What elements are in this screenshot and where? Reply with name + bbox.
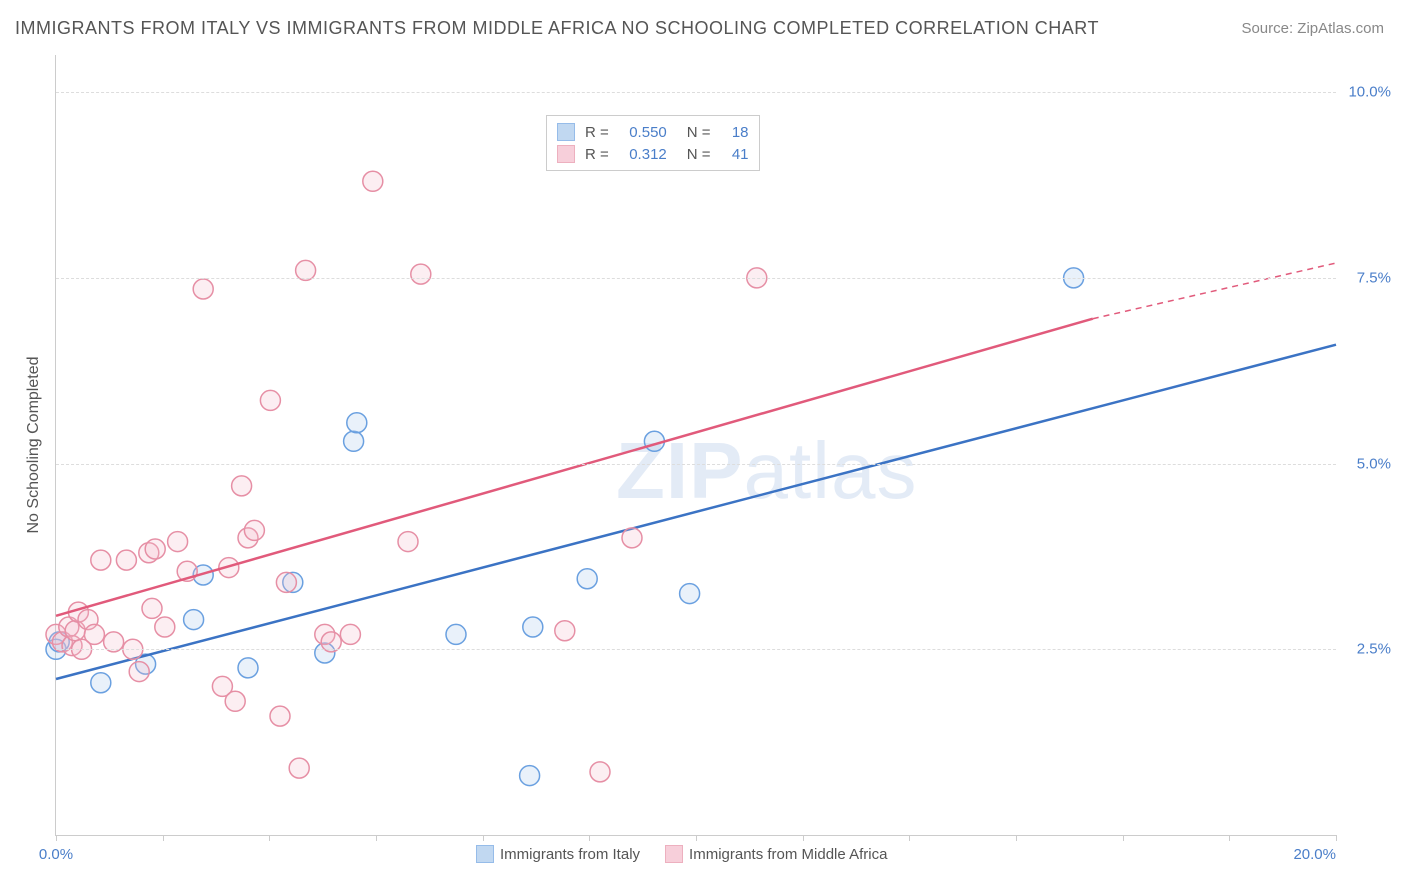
- legend-series-name: Immigrants from Italy: [500, 846, 640, 863]
- data-point: [270, 706, 290, 726]
- data-point: [347, 413, 367, 433]
- data-point: [232, 476, 252, 496]
- data-point: [91, 673, 111, 693]
- x-tick-label: 0.0%: [39, 846, 73, 863]
- n-label: N =: [687, 146, 711, 163]
- x-tick: [696, 835, 697, 841]
- data-point: [680, 584, 700, 604]
- gridline: [56, 464, 1336, 465]
- x-tick: [1336, 835, 1337, 841]
- data-point: [398, 532, 418, 552]
- n-value: 41: [719, 146, 749, 163]
- chart-container: IMMIGRANTS FROM ITALY VS IMMIGRANTS FROM…: [0, 0, 1406, 892]
- x-tick: [1229, 835, 1230, 841]
- gridline: [56, 649, 1336, 650]
- x-tick: [163, 835, 164, 841]
- r-label: R =: [585, 124, 609, 141]
- data-point: [84, 624, 104, 644]
- legend-series: Immigrants from Italy Immigrants from Mid…: [476, 845, 887, 863]
- data-point: [168, 532, 188, 552]
- legend-swatch-icon: [557, 145, 575, 163]
- data-point: [555, 621, 575, 641]
- r-label: R =: [585, 146, 609, 163]
- data-point: [155, 617, 175, 637]
- trend-line: [56, 319, 1093, 616]
- data-point: [145, 539, 165, 559]
- legend-series-item: Immigrants from Italy: [476, 845, 640, 863]
- legend-swatch-icon: [665, 845, 683, 863]
- data-point: [116, 550, 136, 570]
- legend-stat-row: R = 0.312 N = 41: [557, 143, 749, 165]
- y-tick-label: 2.5%: [1357, 641, 1391, 658]
- legend-stat-row: R = 0.550 N = 18: [557, 121, 749, 143]
- plot-area: ZIPatlas R =0.550N =18R =0.312N =41 Immi…: [55, 55, 1336, 836]
- x-tick: [909, 835, 910, 841]
- y-tick-label: 5.0%: [1357, 455, 1391, 472]
- gridline: [56, 278, 1336, 279]
- data-point: [276, 572, 296, 592]
- trend-line: [56, 345, 1336, 679]
- x-tick: [589, 835, 590, 841]
- y-axis-label: No Schooling Completed: [25, 357, 43, 534]
- source-label: Source: ZipAtlas.com: [1241, 20, 1384, 37]
- data-point: [142, 598, 162, 618]
- gridline: [56, 92, 1336, 93]
- data-point: [590, 762, 610, 782]
- scatter-svg: [56, 55, 1336, 835]
- data-point: [193, 279, 213, 299]
- data-point: [411, 264, 431, 284]
- chart-title: IMMIGRANTS FROM ITALY VS IMMIGRANTS FROM…: [15, 18, 1099, 39]
- legend-swatch-icon: [476, 845, 494, 863]
- data-point: [238, 658, 258, 678]
- data-point: [446, 624, 466, 644]
- n-value: 18: [719, 124, 749, 141]
- x-tick-label: 20.0%: [1293, 846, 1336, 863]
- data-point: [260, 390, 280, 410]
- legend-swatch-icon: [557, 123, 575, 141]
- x-tick: [376, 835, 377, 841]
- data-point: [523, 617, 543, 637]
- data-point: [129, 662, 149, 682]
- legend-series-name: Immigrants from Middle Africa: [689, 846, 887, 863]
- y-tick-label: 10.0%: [1348, 84, 1391, 101]
- r-value: 0.312: [617, 146, 667, 163]
- y-tick-label: 7.5%: [1357, 269, 1391, 286]
- x-tick: [483, 835, 484, 841]
- x-tick: [56, 835, 57, 841]
- legend-stats: R = 0.550 N = 18 R = 0.312 N = 41: [546, 115, 760, 171]
- data-point: [577, 569, 597, 589]
- x-tick: [269, 835, 270, 841]
- data-point: [184, 610, 204, 630]
- trend-line-dashed: [1093, 263, 1336, 319]
- data-point: [344, 431, 364, 451]
- data-point: [289, 758, 309, 778]
- n-label: N =: [687, 124, 711, 141]
- data-point: [363, 171, 383, 191]
- x-tick: [803, 835, 804, 841]
- data-point: [225, 691, 245, 711]
- data-point: [244, 520, 264, 540]
- data-point: [622, 528, 642, 548]
- legend-series-item: Immigrants from Middle Africa: [665, 845, 887, 863]
- x-tick: [1123, 835, 1124, 841]
- x-tick: [1016, 835, 1017, 841]
- data-point: [340, 624, 360, 644]
- data-point: [91, 550, 111, 570]
- r-value: 0.550: [617, 124, 667, 141]
- data-point: [520, 766, 540, 786]
